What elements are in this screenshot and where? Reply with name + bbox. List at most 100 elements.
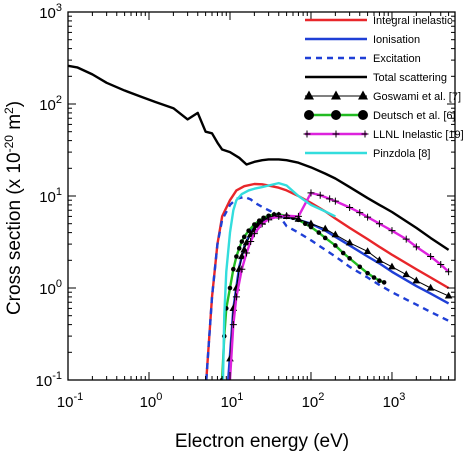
data-point xyxy=(242,238,251,246)
data-point xyxy=(238,252,246,260)
series-line xyxy=(68,64,450,251)
data-point xyxy=(356,209,364,217)
data-point xyxy=(231,266,236,272)
data-point xyxy=(371,275,377,280)
data-point xyxy=(331,230,340,238)
data-point xyxy=(238,265,246,273)
data-point xyxy=(412,243,420,251)
data-point xyxy=(307,189,315,197)
data-point xyxy=(227,285,233,291)
legend-item: Integral inelastic xyxy=(305,15,453,27)
data-point xyxy=(322,235,328,241)
legend-marker xyxy=(358,90,368,100)
legend-marker xyxy=(304,90,314,100)
series-llnl-inelastic-19 xyxy=(226,189,453,380)
legend-label: Deutsch et al. [6] xyxy=(373,110,456,122)
data-point xyxy=(283,212,291,220)
legend-item: Excitation xyxy=(305,53,421,65)
data-point xyxy=(427,252,435,260)
legend-label: Integral inelastic xyxy=(373,15,453,27)
data-point xyxy=(247,238,255,246)
legend-label: Excitation xyxy=(373,53,421,65)
data-point xyxy=(445,268,453,276)
data-point xyxy=(381,280,387,285)
data-point xyxy=(331,197,339,205)
series-total-scattering xyxy=(68,64,450,251)
legend-label: Goswami et al. [7] xyxy=(373,91,461,103)
data-point xyxy=(243,249,251,257)
x-tick-label: 100 xyxy=(140,391,163,411)
data-point xyxy=(239,239,245,244)
data-point xyxy=(326,195,334,203)
data-point xyxy=(258,220,266,228)
axes-layer: 10-1 100 101 102 103 10-1 100 101 102 103 xyxy=(36,2,456,411)
data-point xyxy=(321,224,330,232)
data-point xyxy=(364,213,372,221)
legend-label: Pinzdola [8] xyxy=(373,148,430,160)
data-point xyxy=(275,212,283,220)
legend-marker xyxy=(332,130,340,138)
y-tick-label: 103 xyxy=(39,2,62,22)
plot-frame xyxy=(67,11,456,381)
data-point xyxy=(377,278,382,284)
x-tick-label: 103 xyxy=(383,391,406,411)
data-point xyxy=(437,261,445,269)
data-point xyxy=(345,238,354,246)
legend-item: Ionisation xyxy=(305,34,420,46)
legend-marker xyxy=(303,130,311,138)
plot-border xyxy=(67,11,456,381)
data-point xyxy=(346,203,354,211)
legend: Integral inelastic Ionisation Excitation To… xyxy=(303,15,464,160)
y-tick-label: 101 xyxy=(39,186,62,206)
data-point xyxy=(402,235,410,243)
legend-item: Total scattering xyxy=(305,72,447,84)
data-point xyxy=(357,264,363,270)
data-point xyxy=(250,230,258,238)
data-point xyxy=(316,191,324,199)
legend-label: LLNL Inelastic [19] xyxy=(373,129,464,141)
data-point xyxy=(363,247,372,254)
series-ionisation xyxy=(226,215,450,380)
series-line xyxy=(226,215,450,380)
series-line xyxy=(228,191,450,380)
y-axis-title: Cross section (x 10-20 m2) xyxy=(2,101,25,315)
series-deutsch-et-al-6 xyxy=(219,212,387,380)
series-line xyxy=(229,215,449,359)
series-integral-inelastic xyxy=(205,182,450,380)
series-pinzdola-8 xyxy=(221,181,336,380)
legend-marker xyxy=(361,130,369,138)
y-tick-label: 100 xyxy=(39,278,62,298)
data-point xyxy=(246,228,251,233)
data-point xyxy=(388,227,396,235)
data-point xyxy=(402,270,411,278)
data-point xyxy=(365,270,370,276)
data-point xyxy=(316,230,322,235)
data-point xyxy=(444,291,453,299)
x-tick-label: 10-1 xyxy=(57,391,83,411)
data-point xyxy=(375,256,384,263)
legend-label: Ionisation xyxy=(373,34,420,46)
y-tick-label: 10-1 xyxy=(36,370,62,390)
data-point xyxy=(333,243,338,248)
legend-marker xyxy=(358,110,368,120)
data-point xyxy=(294,212,302,220)
legend-item: Goswami et al. [7] xyxy=(304,90,461,103)
data-point xyxy=(347,256,352,261)
legend-item: Pinzdola [8] xyxy=(305,148,430,160)
y-tick-label: 102 xyxy=(39,94,62,114)
data-point xyxy=(375,220,383,228)
data-point xyxy=(229,321,237,329)
legend-item: Deutsch et al. [6] xyxy=(304,110,456,122)
legend-marker xyxy=(304,110,314,120)
data-point xyxy=(232,293,240,301)
data-point xyxy=(340,250,346,256)
series-line xyxy=(221,181,336,380)
data-point xyxy=(388,262,396,270)
legend-item: LLNL Inelastic [19] xyxy=(303,129,464,141)
data-point xyxy=(307,219,315,227)
x-tick-label: 101 xyxy=(221,391,244,411)
legend-label: Total scattering xyxy=(373,72,447,84)
x-tick-label: 102 xyxy=(302,391,325,411)
data-point xyxy=(234,254,239,259)
